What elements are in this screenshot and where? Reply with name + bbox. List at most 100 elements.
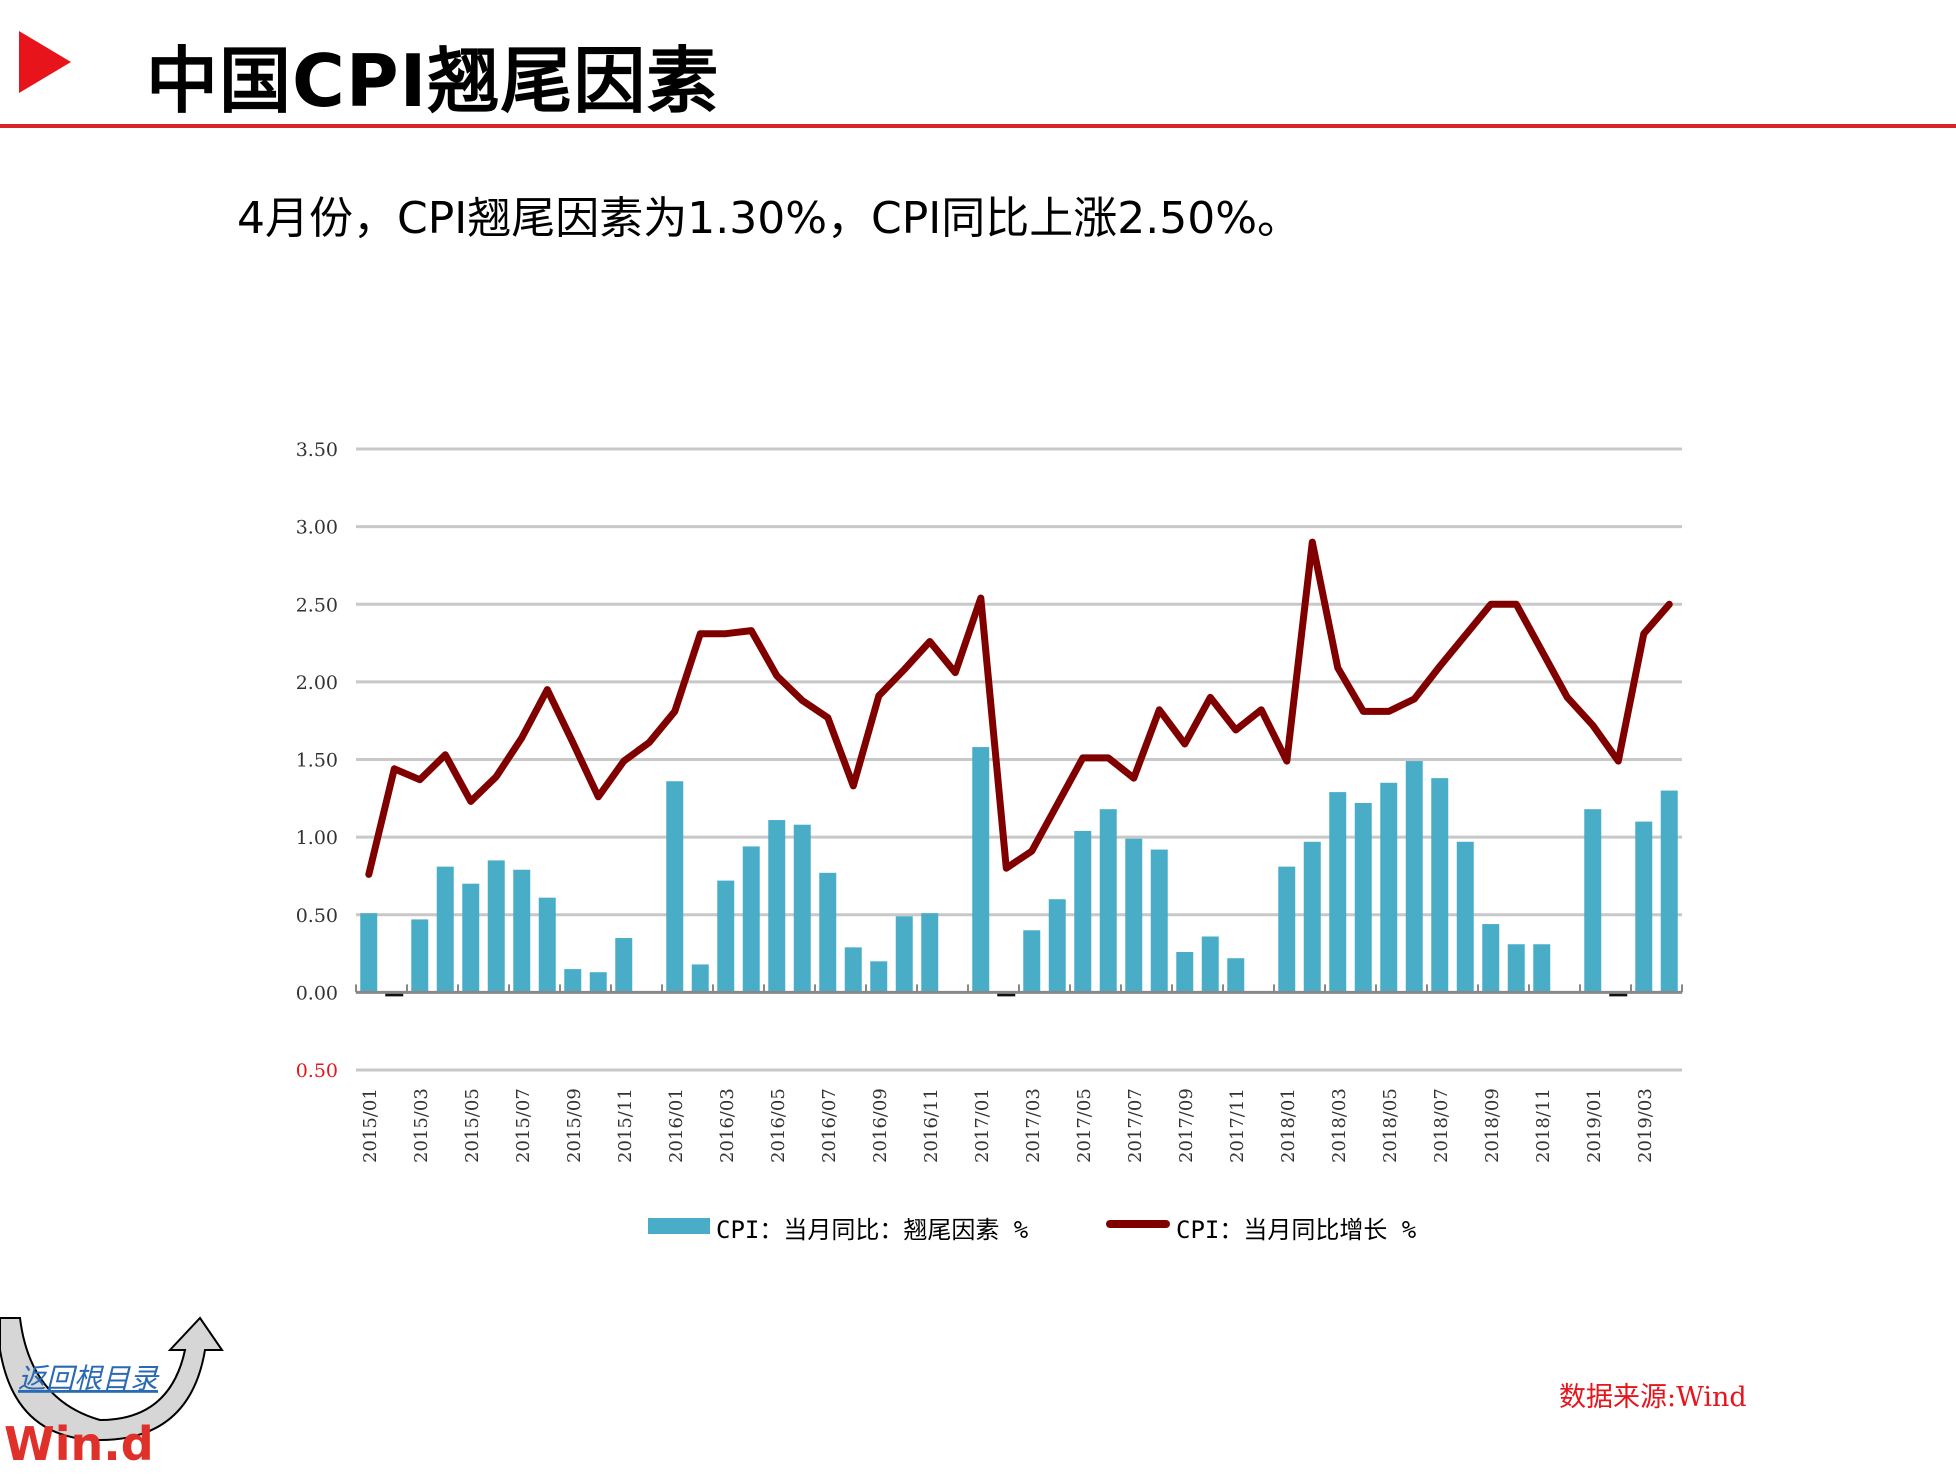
- bar: [895, 916, 913, 993]
- bar: [1329, 792, 1347, 993]
- x-tick-label: 2019/01: [1584, 1088, 1605, 1163]
- y-tick-label: 2.00: [296, 672, 338, 694]
- bar: [513, 869, 531, 993]
- bar: [997, 992, 1016, 997]
- bar: [768, 820, 786, 993]
- x-tick-label: 2018/11: [1533, 1088, 1554, 1163]
- bar: [1431, 778, 1449, 993]
- bar: [1456, 841, 1474, 993]
- bar: [742, 846, 760, 993]
- bar: [793, 824, 811, 993]
- title-divider: [0, 124, 1956, 128]
- x-tick-label: 2017/05: [1074, 1088, 1095, 1163]
- bar: [1635, 821, 1653, 993]
- x-tick-label: 2016/05: [768, 1088, 789, 1163]
- x-tick-label: 2017/01: [972, 1088, 993, 1163]
- bar: [819, 872, 837, 993]
- data-source: 数据来源:Wind: [1559, 1382, 1747, 1413]
- bar: [1507, 944, 1525, 993]
- title-marker-triangle-icon: [19, 31, 71, 93]
- legend-label-line: CPI：当月同比增长 %: [1176, 1216, 1417, 1244]
- x-tick-label: 2016/01: [666, 1088, 687, 1163]
- x-tick-label: 2017/11: [1227, 1088, 1248, 1163]
- x-tick-label: 2015/03: [411, 1088, 432, 1163]
- x-tick-label: 2015/05: [462, 1088, 483, 1163]
- bar: [1609, 992, 1628, 997]
- x-tick-label: 2015/01: [360, 1088, 381, 1163]
- bar: [1278, 866, 1296, 993]
- x-tick-label: 2016/09: [870, 1088, 891, 1163]
- bar: [615, 938, 633, 993]
- bar: [1074, 830, 1092, 993]
- x-tick-label: 2017/07: [1125, 1088, 1146, 1163]
- wind-brand-logo: Win.d: [4, 1417, 154, 1470]
- y-tick-labels: 3.50 3.00 2.50 2.00 1.50 1.00 0.50 0.00 0.50: [296, 439, 338, 1082]
- bar: [1405, 761, 1423, 993]
- y-tick-label: 3.00: [296, 517, 338, 539]
- x-tick-label: 2019/03: [1635, 1088, 1656, 1163]
- bar: [870, 961, 888, 993]
- bar: [1150, 849, 1168, 993]
- x-tick-label: 2018/03: [1329, 1088, 1350, 1163]
- bar: [844, 947, 862, 993]
- bar: [1380, 782, 1398, 993]
- bar: [360, 913, 378, 993]
- y-tick-label: 1.00: [296, 827, 338, 849]
- bar: [1482, 924, 1500, 993]
- summary-text: 4月份，CPI翘尾因素为1.30%，CPI同比上涨2.50%。: [237, 193, 1302, 244]
- bar: [1201, 936, 1219, 993]
- bar: [1303, 841, 1321, 993]
- x-tick-label: 2015/07: [513, 1088, 534, 1163]
- x-tick-label: 2015/11: [615, 1088, 636, 1163]
- x-tick-label: 2015/09: [564, 1088, 585, 1163]
- bar: [1048, 899, 1066, 993]
- bar: [411, 919, 429, 993]
- y-tick-label: 0.50: [296, 1060, 338, 1082]
- x-tick-label: 2018/09: [1482, 1088, 1503, 1163]
- x-tick-label: 2017/03: [1023, 1088, 1044, 1163]
- bar: [1125, 838, 1143, 993]
- y-tick-label: 0.00: [296, 982, 338, 1004]
- bar: [717, 880, 735, 993]
- bar: [921, 913, 939, 993]
- bar: [1533, 944, 1551, 993]
- bar-series: [360, 747, 1678, 997]
- x-tick-label: 2018/01: [1278, 1088, 1299, 1163]
- bar: [487, 860, 505, 993]
- bar: [1227, 958, 1245, 993]
- bar: [1354, 802, 1372, 993]
- y-tick-label: 0.50: [296, 905, 338, 927]
- x-tick-label: 2016/11: [921, 1088, 942, 1163]
- bar: [1176, 952, 1194, 993]
- legend-swatch-bar: [648, 1218, 710, 1234]
- page-title: 中国CPI翘尾因素: [146, 39, 720, 123]
- bar: [666, 781, 684, 993]
- bar: [1099, 809, 1117, 993]
- bar: [385, 992, 404, 997]
- logo-link-text[interactable]: 返回根目录: [18, 1362, 160, 1395]
- y-tick-label: 3.50: [296, 439, 338, 461]
- bar: [1584, 809, 1602, 993]
- return-to-root-logo[interactable]: 返回根目录 Win.d: [0, 1290, 230, 1470]
- x-tick-label: 2016/07: [819, 1088, 840, 1163]
- bar: [538, 897, 556, 993]
- legend-label-bar: CPI：当月同比：翘尾因素 %: [716, 1216, 1029, 1244]
- x-tick-label: 2018/05: [1380, 1088, 1401, 1163]
- x-tick-label: 2018/07: [1431, 1088, 1452, 1163]
- x-tick-label: 2016/03: [717, 1088, 738, 1163]
- line-series: [365, 538, 1673, 878]
- curved-arrow-icon: [0, 1316, 224, 1442]
- y-tick-label: 2.50: [296, 594, 338, 616]
- x-tick-labels: 2015/01 2015/03 2015/05 2015/07 2015/09 2015/…: [360, 1088, 1656, 1163]
- bar: [691, 964, 709, 993]
- x-axis: [355, 984, 1683, 994]
- bar: [564, 969, 582, 993]
- bar: [589, 972, 607, 993]
- x-tick-label: 2017/09: [1176, 1088, 1197, 1163]
- bar: [462, 883, 480, 993]
- bar: [972, 747, 990, 993]
- bar: [436, 866, 454, 993]
- legend: CPI：当月同比：翘尾因素 % CPI：当月同比增长 %: [648, 1216, 1417, 1244]
- bar: [1023, 930, 1041, 993]
